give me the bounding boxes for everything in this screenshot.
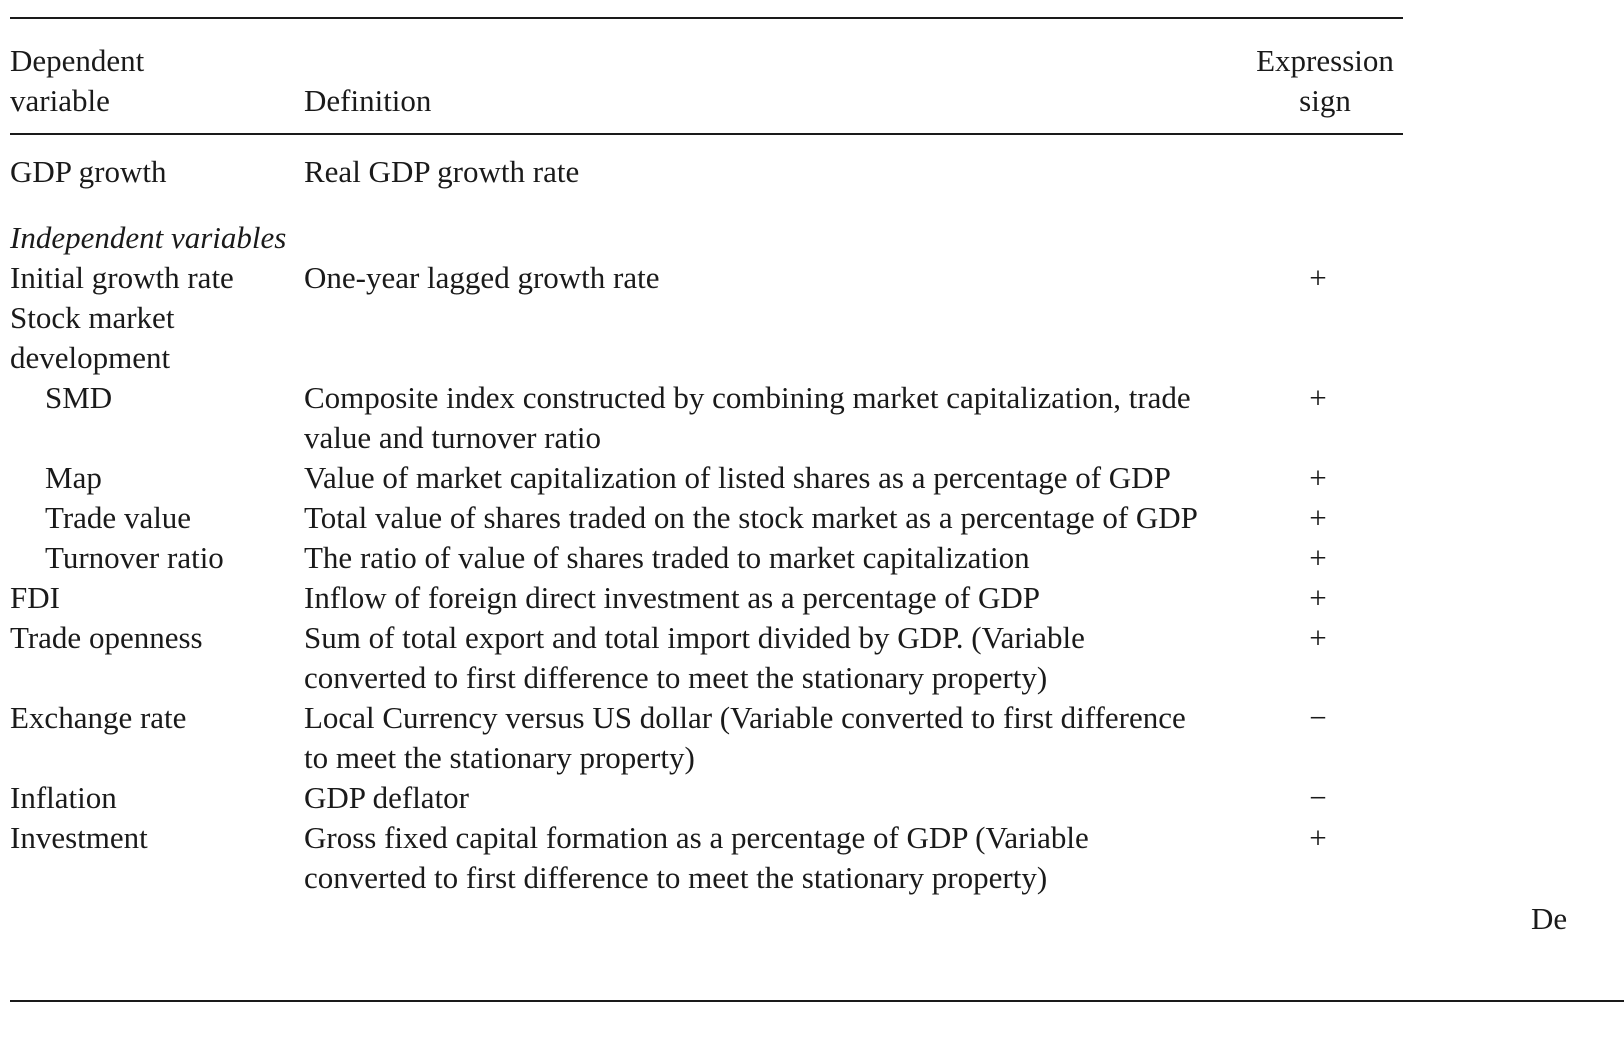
variables-table: GDP growth Real GDP growth rate Independ… xyxy=(10,152,1403,898)
table-row: Trade openness Sum of total export and t… xyxy=(10,618,1403,698)
table-row: Investment Gross fixed capital formation… xyxy=(10,818,1403,898)
table-row: Initial growth rate One-year lagged grow… xyxy=(10,258,1403,298)
expression-sign: + xyxy=(1309,380,1327,415)
variable-name: Exchange rate xyxy=(10,700,187,735)
table-row: Trade value Total value of shares traded… xyxy=(10,498,1403,538)
variable-name: FDI xyxy=(10,580,60,615)
variable-definition: Value of market capitalization of listed… xyxy=(304,460,1171,495)
expression-sign: − xyxy=(1309,780,1327,815)
variable-definition: Sum of total export and total import div… xyxy=(304,620,1085,695)
table-header-rule xyxy=(10,133,1403,135)
variable-definition: GDP deflator xyxy=(304,780,470,815)
variable-definition: Total value of shares traded on the stoc… xyxy=(304,500,1198,535)
table-row: Inflation GDP deflator − xyxy=(10,778,1403,818)
variable-name: Initial growth rate xyxy=(10,260,234,295)
variable-definition: Inflow of foreign direct investment as a… xyxy=(304,580,1040,615)
variable-definition: Gross fixed capital formation as a perce… xyxy=(304,820,1089,895)
header-dependent-variable: Dependent variable xyxy=(10,43,145,118)
header-definition: Definition xyxy=(304,83,432,118)
header-expression-sign: Expression sign xyxy=(1256,43,1394,118)
table-row: FDI Inflow of foreign direct investment … xyxy=(10,578,1403,618)
expression-sign: + xyxy=(1309,460,1327,495)
expression-sign: + xyxy=(1309,820,1327,855)
variable-name: Stock market development xyxy=(10,300,175,375)
table-row: Exchange rate Local Currency versus US d… xyxy=(10,698,1403,778)
variable-name: Inflation xyxy=(10,780,117,815)
section-heading-independent: Independent variables xyxy=(10,220,287,255)
expression-sign: + xyxy=(1309,540,1327,575)
table-row: Turnover ratio The ratio of value of sha… xyxy=(10,538,1403,578)
expression-sign: + xyxy=(1309,260,1327,295)
variable-definition: One-year lagged growth rate xyxy=(304,260,660,295)
table-row: SMD Composite index constructed by combi… xyxy=(10,378,1403,458)
table-bottom-rule xyxy=(10,1000,1624,1002)
margin-note: De xyxy=(1531,901,1568,936)
variable-definition: The ratio of value of shares traded to m… xyxy=(304,540,1030,575)
variable-name: Trade value xyxy=(45,500,192,535)
table-row: Stock market development xyxy=(10,298,1403,378)
table-row: Map Value of market capitalization of li… xyxy=(10,458,1403,498)
variable-definition: Real GDP growth rate xyxy=(304,154,580,189)
expression-sign: + xyxy=(1309,500,1327,535)
table-top-rule xyxy=(10,17,1403,19)
dependent-row: GDP growth Real GDP growth rate xyxy=(10,152,1403,192)
variable-name: SMD xyxy=(45,380,113,415)
variable-name: Trade openness xyxy=(10,620,203,655)
expression-sign: − xyxy=(1309,700,1327,735)
variable-name: Map xyxy=(45,460,102,495)
variable-definition: Local Currency versus US dollar (Variabl… xyxy=(304,700,1186,775)
expression-sign: + xyxy=(1309,580,1327,615)
variable-name: Turnover ratio xyxy=(45,540,224,575)
variable-name: Investment xyxy=(10,820,148,855)
variable-definition: Composite index constructed by combining… xyxy=(304,380,1191,455)
variable-name: GDP growth xyxy=(10,154,167,189)
expression-sign: + xyxy=(1309,620,1327,655)
